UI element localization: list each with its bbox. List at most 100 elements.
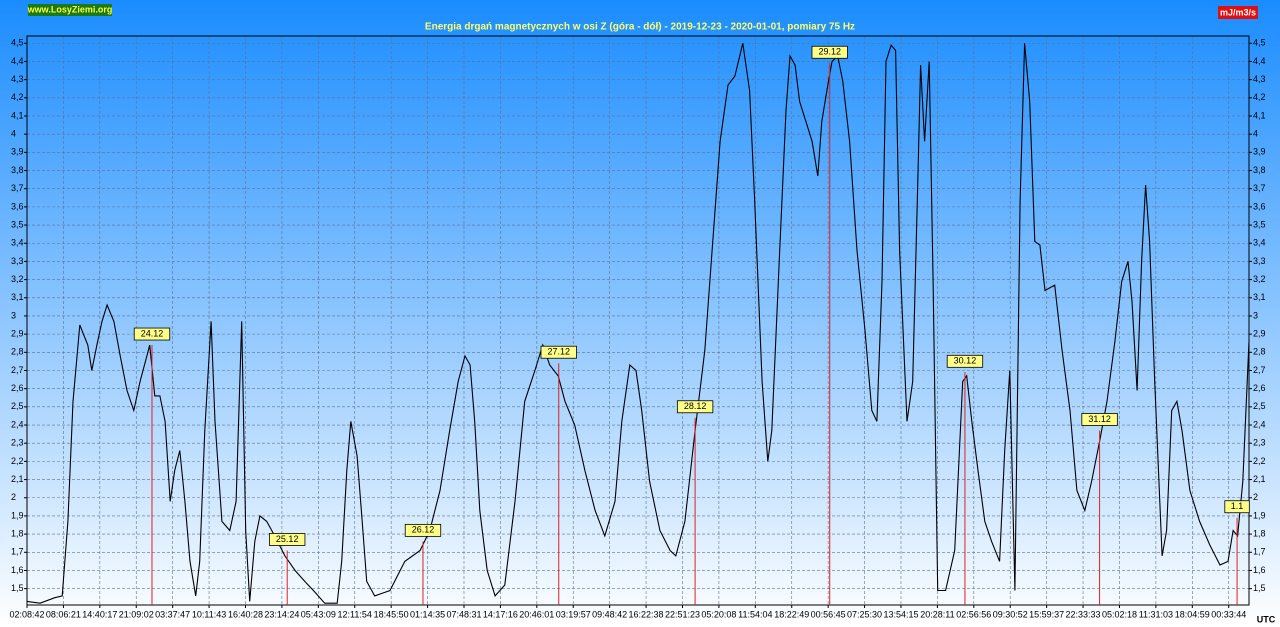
x-tick-label: 20:46:01 (519, 609, 554, 619)
x-tick-label: 01:14:35 (410, 609, 445, 619)
x-tick-label: 05:20:08 (701, 609, 736, 619)
y-tick-label: 2,1 (11, 474, 24, 484)
y-tick-label: 2,5 (1253, 401, 1266, 411)
x-tick-label: 08:06:21 (46, 609, 81, 619)
y-tick-label: 3,2 (1253, 274, 1266, 284)
y-tick-label: 2 (1253, 492, 1258, 502)
data-line (26, 43, 1250, 604)
x-tick-label: 20:28:11 (920, 609, 954, 619)
x-tick-label: 03:19:57 (556, 609, 591, 619)
y-tick-label: 3,2 (11, 274, 24, 284)
unit-label: mJ/m3/s (1220, 7, 1256, 17)
day-label-box (946, 354, 984, 368)
y-tick-label: 4,1 (11, 110, 24, 120)
y-tick-label: 3 (11, 310, 16, 320)
y-tick-label: 1,9 (11, 510, 24, 520)
y-tick-label: 2,2 (1253, 456, 1266, 466)
x-tick-label: 18:45:50 (374, 609, 409, 619)
y-tick-label: 3,1 (11, 292, 24, 302)
y-tick-label: 1,6 (1253, 565, 1266, 575)
y-tick-label: 2,3 (11, 438, 24, 448)
x-tick-label: 00:33:44 (1211, 609, 1246, 619)
day-label: 29.12 (818, 47, 841, 57)
y-tick-label: 2,9 (11, 329, 24, 339)
x-tick-label: 12:11:54 (338, 609, 372, 619)
x-tick-label: 02:56:56 (956, 609, 991, 619)
y-tick-label: 2,4 (11, 419, 24, 429)
y-tick-label: 1,7 (1253, 547, 1266, 557)
y-tick-label: 2,9 (1253, 329, 1266, 339)
y-tick-label: 2,7 (1253, 365, 1266, 375)
x-tick-label: 14:17:16 (483, 609, 518, 619)
day-label: 30.12 (954, 356, 977, 366)
y-tick-label: 2,6 (1253, 383, 1266, 393)
y-tick-label: 3,1 (1253, 292, 1266, 302)
x-tick-label: 18:04:59 (1175, 609, 1210, 619)
unit-badge (1218, 6, 1258, 19)
x-tick-label: 09:48:42 (592, 609, 627, 619)
y-tick-label: 4,3 (11, 74, 24, 84)
y-tick-label: 1,5 (1253, 583, 1266, 593)
x-tick-label: 03:37:47 (155, 609, 190, 619)
site-badge (28, 4, 112, 16)
x-tick-label: 16:22:38 (629, 609, 664, 619)
x-tick-label: 22:33:33 (1066, 609, 1101, 619)
y-tick-label: 3,5 (11, 219, 24, 229)
x-tick-label: 16:40:28 (228, 609, 263, 619)
y-tick-label: 3,8 (11, 165, 24, 175)
x-tick-label: 05:43:09 (301, 609, 336, 619)
x-tick-label: 07:25:30 (847, 609, 882, 619)
day-label-box (540, 345, 577, 359)
x-tick-label: 07:48:31 (446, 609, 481, 619)
chart-title: Energia drgań magnetycznych w osi Z (gór… (425, 22, 855, 33)
y-tick-label: 1,6 (11, 565, 24, 575)
day-label: 25.12 (276, 534, 299, 544)
x-tick-label: 21:09:02 (119, 609, 154, 619)
day-label: 28.12 (684, 401, 707, 411)
y-tick-label: 4,4 (1253, 56, 1266, 66)
day-label-box (1224, 500, 1250, 514)
day-label-box (269, 533, 306, 546)
day-label: 27.12 (547, 347, 570, 357)
y-tick-label: 2,8 (1253, 347, 1266, 357)
y-tick-label: 1,5 (11, 583, 24, 593)
y-tick-label: 3,7 (1253, 183, 1266, 193)
x-tick-label: 10:11:43 (192, 609, 226, 619)
y-tick-label: 2,3 (1253, 438, 1266, 448)
x-tick-label: 14:40:17 (82, 609, 117, 619)
y-tick-label: 1,9 (1253, 510, 1266, 520)
x-tick-label: 11:31:03 (1139, 609, 1173, 619)
y-tick-label: 1,8 (11, 528, 24, 538)
day-label-box (404, 523, 442, 537)
y-tick-label: 4,2 (11, 92, 24, 102)
y-tick-label: 2,2 (11, 456, 24, 466)
y-tick-label: 4,2 (1253, 92, 1266, 102)
y-tick-label: 4,5 (11, 38, 24, 48)
x-tick-label: 23:14:24 (264, 609, 299, 619)
x-tick-label: 09:30:52 (993, 609, 1028, 619)
y-tick-label: 2,7 (11, 365, 24, 375)
x-tick-label: 15:59:37 (1029, 609, 1064, 619)
x-tick-label: 05:02:18 (1102, 609, 1137, 619)
plot-area: 1,5 1,5 1,6 1,6 1,7 1,7 1,8 1,8 1,9 1,9 2 2 2,1 2,1 2,… (9, 35, 1266, 619)
y-tick-label: 3 (1253, 310, 1258, 320)
y-tick-label: 3,3 (11, 256, 24, 266)
day-label-box (811, 45, 848, 59)
day-label-box (133, 327, 171, 341)
y-tick-label: 3,6 (1253, 201, 1266, 211)
y-tick-label: 4,4 (11, 56, 24, 66)
day-label: 26.12 (412, 525, 435, 535)
day-label: 1.1 (1231, 501, 1244, 511)
day-label-box (1081, 413, 1118, 426)
x-tick-label: 13:54:15 (883, 609, 918, 619)
y-tick-label: 2,4 (1253, 419, 1266, 429)
y-tick-label: 3,4 (11, 238, 24, 248)
y-tick-label: 3,3 (1253, 256, 1266, 266)
site-label: www.LosyZiemi.org (27, 4, 113, 14)
x-tick-label: 22:51:23 (665, 609, 700, 619)
day-label: 31.12 (1088, 414, 1111, 424)
y-tick-label: 3,6 (11, 201, 24, 211)
y-tick-label: 1,7 (11, 547, 24, 557)
